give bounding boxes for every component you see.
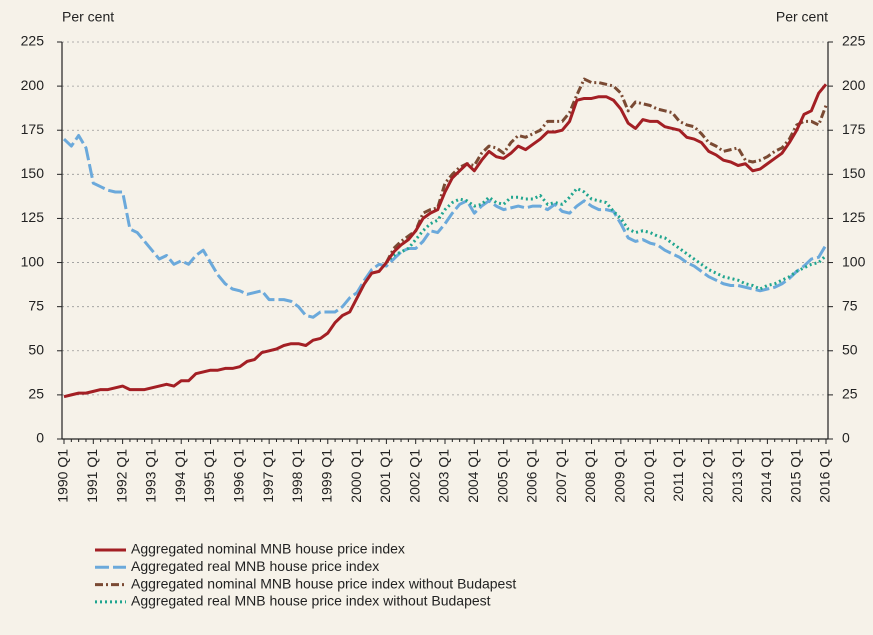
y-tick-label: 50 [28, 341, 44, 357]
y-tick-label: 0 [36, 430, 44, 446]
legend-label: Aggregated nominal MNB house price index [131, 541, 405, 557]
x-tick-label: 1991 Q1 [84, 449, 100, 503]
x-tick-label: 2002 Q1 [406, 449, 422, 503]
y-axis-label: Per cent [62, 9, 114, 25]
y2-tick-label: 175 [842, 121, 866, 137]
x-tick-label: 1993 Q1 [143, 449, 159, 503]
legend-label: Aggregated nominal MNB house price index… [131, 575, 516, 591]
x-tick-label: 2008 Q1 [582, 449, 598, 503]
x-tick-label: 1990 Q1 [55, 449, 71, 503]
x-tick-label: 2011 Q1 [670, 449, 686, 502]
x-tick-label: 1995 Q1 [201, 449, 217, 503]
x-tick-label: 2013 Q1 [729, 449, 745, 503]
y-tick-label: 150 [21, 165, 45, 181]
y2-axis-label: Per cent [776, 9, 828, 25]
x-tick-label: 2016 Q1 [817, 449, 833, 503]
y2-tick-label: 0 [842, 430, 850, 446]
legend-label: Aggregated real MNB house price index [131, 558, 379, 574]
legend-label: Aggregated real MNB house price index wi… [131, 593, 491, 609]
x-tick-label: 2012 Q1 [699, 449, 715, 503]
y2-tick-label: 50 [842, 341, 858, 357]
y2-tick-label: 150 [842, 165, 866, 181]
y-tick-label: 200 [21, 77, 45, 93]
y-tick-label: 225 [21, 33, 45, 49]
y-tick-label: 75 [28, 297, 44, 313]
x-tick-label: 1996 Q1 [231, 449, 247, 503]
x-tick-label: 1999 Q1 [318, 449, 334, 503]
x-tick-label: 2007 Q1 [553, 449, 569, 503]
x-tick-label: 2014 Q1 [758, 449, 774, 503]
y-tick-label: 175 [21, 121, 45, 137]
series-line [385, 186, 828, 291]
x-tick-label: 1998 Q1 [289, 449, 305, 503]
x-tick-label: 2006 Q1 [524, 449, 540, 503]
series-line [62, 134, 828, 319]
y2-tick-label: 25 [842, 386, 858, 402]
y-tick-label: 125 [21, 209, 45, 225]
x-tick-label: 2000 Q1 [348, 449, 364, 503]
x-tick-label: 1994 Q1 [172, 449, 188, 503]
x-tick-label: 1992 Q1 [113, 449, 129, 503]
x-tick-label: 2001 Q1 [377, 449, 393, 503]
series-line [63, 83, 828, 399]
x-tick-label: 2010 Q1 [641, 449, 657, 503]
y2-tick-label: 225 [842, 33, 866, 49]
y2-tick-label: 100 [842, 253, 866, 269]
y2-tick-label: 200 [842, 77, 866, 93]
x-tick-label: 1997 Q1 [260, 449, 276, 503]
x-tick-label: 2005 Q1 [494, 449, 510, 503]
y2-tick-label: 75 [842, 297, 858, 313]
y-tick-label: 100 [21, 253, 45, 269]
x-tick-label: 2009 Q1 [612, 449, 628, 503]
y2-tick-label: 125 [842, 209, 866, 225]
x-tick-label: 2004 Q1 [465, 449, 481, 503]
series-line [385, 77, 828, 264]
x-tick-label: 2015 Q1 [787, 449, 803, 503]
x-tick-label: 2003 Q1 [436, 449, 452, 503]
y-tick-label: 25 [28, 386, 44, 402]
